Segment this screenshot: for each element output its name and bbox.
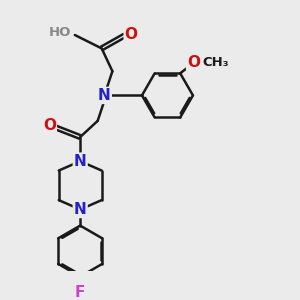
Text: O: O [187, 55, 200, 70]
Text: O: O [125, 27, 138, 42]
Text: N: N [74, 202, 87, 217]
Text: N: N [98, 88, 111, 103]
Text: F: F [75, 285, 86, 300]
Text: O: O [43, 118, 56, 133]
Text: HO: HO [48, 26, 71, 39]
Text: CH₃: CH₃ [202, 56, 229, 69]
Text: N: N [74, 154, 87, 169]
